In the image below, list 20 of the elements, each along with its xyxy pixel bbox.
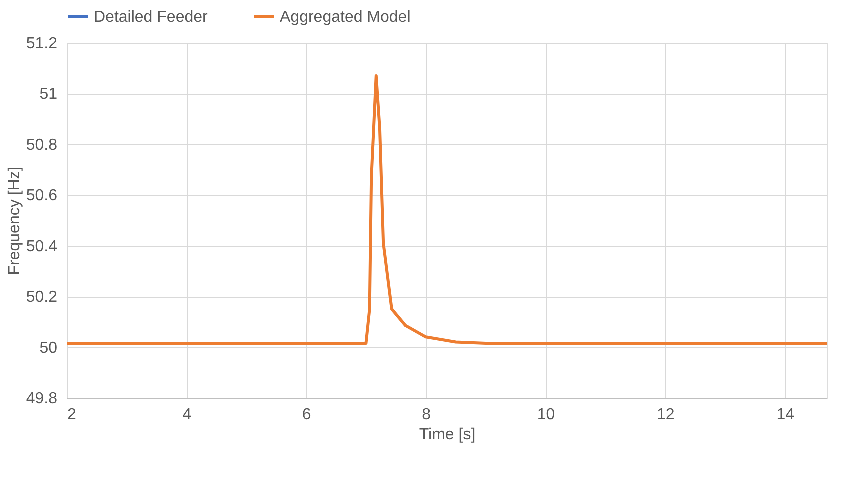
x-tick-label: 10 [537,406,556,424]
y-tick-label: 50.4 [26,238,58,256]
x-tick-label: 8 [422,406,432,424]
y-tick-label: 51.2 [26,36,58,52]
line-series [66,74,828,345]
y-tick-label: 49.8 [26,390,58,408]
x-tick-label: 2 [68,406,76,424]
x-axis-title: Time [s] [419,426,476,444]
x-tick-label: 4 [182,406,192,424]
x-tick-label: 6 [302,406,312,424]
y-tick-label: 50.8 [26,136,58,154]
y-tick-label: 50.2 [26,289,58,306]
y-tick-label: 50 [40,340,58,357]
y-tick-label: 50.6 [26,188,58,205]
y-axis-title: Frequency [Hz] [6,166,24,276]
legend-label: Detailed Feeder [94,8,209,26]
legend-label: Aggregated Model [280,8,411,26]
x-tick-label: 14 [776,406,795,424]
y-tick-label: 51 [40,86,58,104]
x-tick-label: 12 [657,406,675,424]
